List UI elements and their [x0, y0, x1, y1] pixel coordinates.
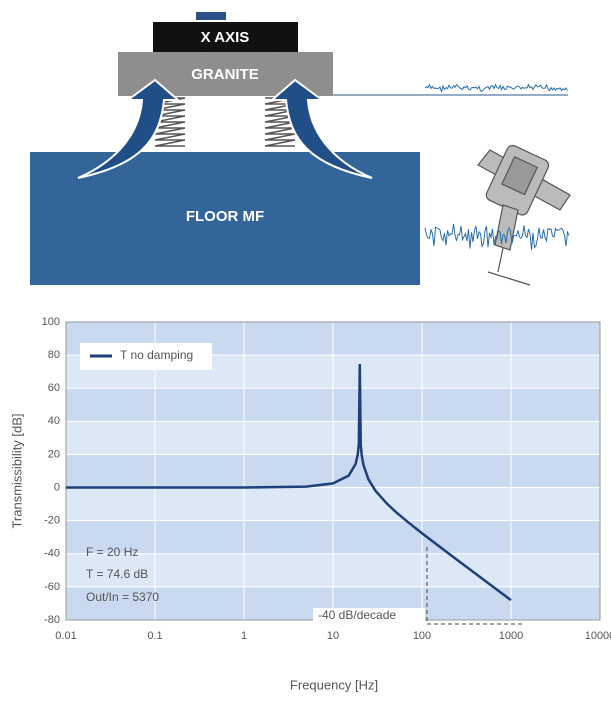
- annotation: T = 74.6 dB: [86, 567, 148, 581]
- y-axis-title: Transmissibility [dB]: [9, 413, 24, 528]
- legend-label: T no damping: [120, 348, 193, 362]
- y-tick-label: 20: [48, 448, 60, 460]
- y-tick-label: 60: [48, 382, 60, 394]
- x-tick-label: 1: [241, 630, 247, 642]
- sensor: [196, 12, 226, 20]
- y-tick-label: -20: [44, 515, 60, 527]
- x-tick-label: 10: [327, 630, 339, 642]
- y-tick-label: 100: [42, 316, 60, 328]
- x-axis-title: Frequency [Hz]: [290, 677, 378, 692]
- page: X AXIS GRANITE FLOOR MF F = 20 Hz T =: [0, 0, 611, 697]
- diagram: X AXIS GRANITE FLOOR MF: [30, 12, 570, 285]
- noise-small: [425, 85, 568, 92]
- y-tick-label: -80: [44, 614, 60, 626]
- y-tick-label: 80: [48, 349, 60, 361]
- floor-label: FLOOR MF: [186, 208, 264, 225]
- granite-label: GRANITE: [191, 66, 259, 83]
- y-tick-label: -60: [44, 581, 60, 593]
- annotation: F = 20 Hz: [86, 545, 138, 559]
- y-tick-label: 40: [48, 415, 60, 427]
- x-tick-label: 10000: [585, 630, 611, 642]
- x-axis-label: X AXIS: [201, 29, 250, 46]
- x-tick-label: 100: [413, 630, 431, 642]
- annotation: Out/In = 5370: [86, 590, 159, 604]
- x-tick-label: 0.01: [55, 630, 76, 642]
- x-tick-label: 0.1: [147, 630, 162, 642]
- jackhammer: [478, 144, 570, 285]
- chart: F = 20 Hz T = 74.6 dB Out/In = 5370 -40 …: [9, 316, 611, 693]
- y-tick-label: 0: [54, 481, 60, 493]
- annotation: -40 dB/decade: [318, 608, 396, 622]
- y-tick-label: -40: [44, 548, 60, 560]
- x-tick-label: 1000: [499, 630, 523, 642]
